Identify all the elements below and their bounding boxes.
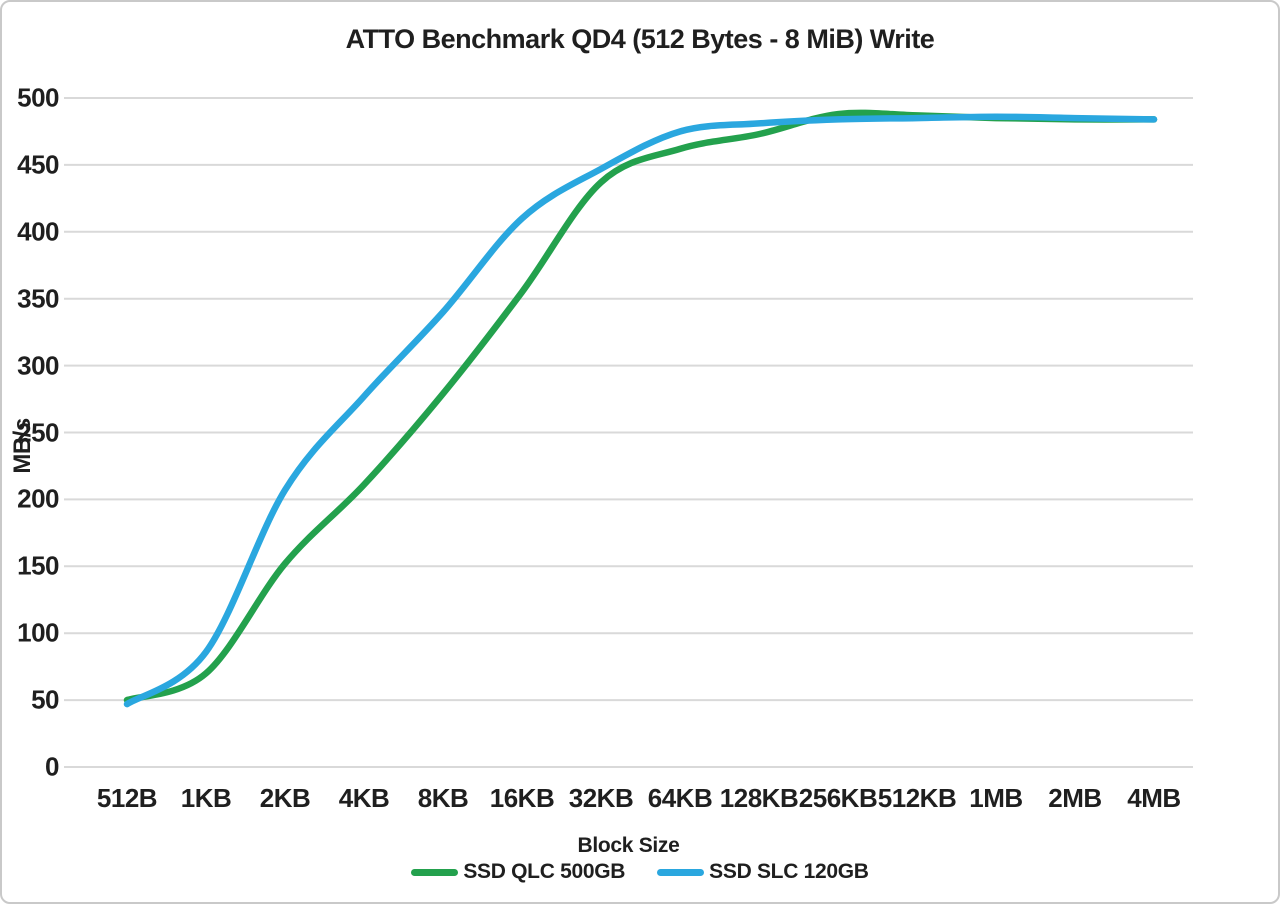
x-tick-label: 4MB — [1127, 783, 1181, 813]
y-tick-label: 50 — [31, 684, 59, 715]
y-axis-title: MB/s — [9, 418, 36, 474]
series-line-1 — [123, 113, 1158, 708]
x-axis-title: Block Size — [577, 834, 680, 857]
legend-item-0: SSD QLC 500GB — [411, 860, 625, 884]
x-tick-label: 1MB — [969, 783, 1023, 813]
legend-label: SSD SLC 120GB — [709, 860, 869, 883]
y-tick-label: 0 — [45, 751, 59, 782]
x-tick-label: 2KB — [259, 783, 311, 813]
y-tick-label: 200 — [17, 483, 59, 514]
legend-swatch-icon — [411, 868, 459, 876]
legend: SSD QLC 500GB SSD SLC 120GB — [2, 860, 1278, 884]
y-tick-label: 150 — [17, 550, 59, 581]
y-tick-label: 350 — [17, 283, 59, 314]
x-tick-label: 256KB — [798, 783, 878, 813]
x-tick-label: 2MB — [1048, 783, 1102, 813]
legend-item-1: SSD SLC 120GB — [657, 860, 869, 884]
y-tick-label: 100 — [17, 617, 59, 648]
y-tick-label: 400 — [17, 216, 59, 247]
x-tick-label: 64KB — [647, 783, 713, 813]
y-tick-label: 300 — [17, 350, 59, 381]
x-tick-label: 512B — [96, 783, 158, 813]
x-tick-label: 8KB — [417, 783, 469, 813]
y-tick-label: 250 — [17, 417, 59, 447]
chart-title: ATTO Benchmark QD4 (512 Bytes - 8 MiB) W… — [345, 24, 935, 54]
legend-label: SSD QLC 500GB — [463, 860, 626, 883]
x-tick-label: 16KB — [489, 783, 555, 813]
x-tick-label: 32KB — [568, 783, 634, 813]
x-tick-label: 1KB — [180, 783, 232, 813]
x-tick-label: 4KB — [338, 783, 390, 813]
legend-swatch-icon — [657, 868, 705, 876]
x-tick-label: 512KB — [877, 783, 957, 813]
y-tick-label: 450 — [17, 149, 59, 180]
x-tick-label: 128KB — [719, 783, 799, 813]
series-line-0 — [123, 109, 1158, 704]
y-tick-label: 500 — [17, 82, 59, 113]
